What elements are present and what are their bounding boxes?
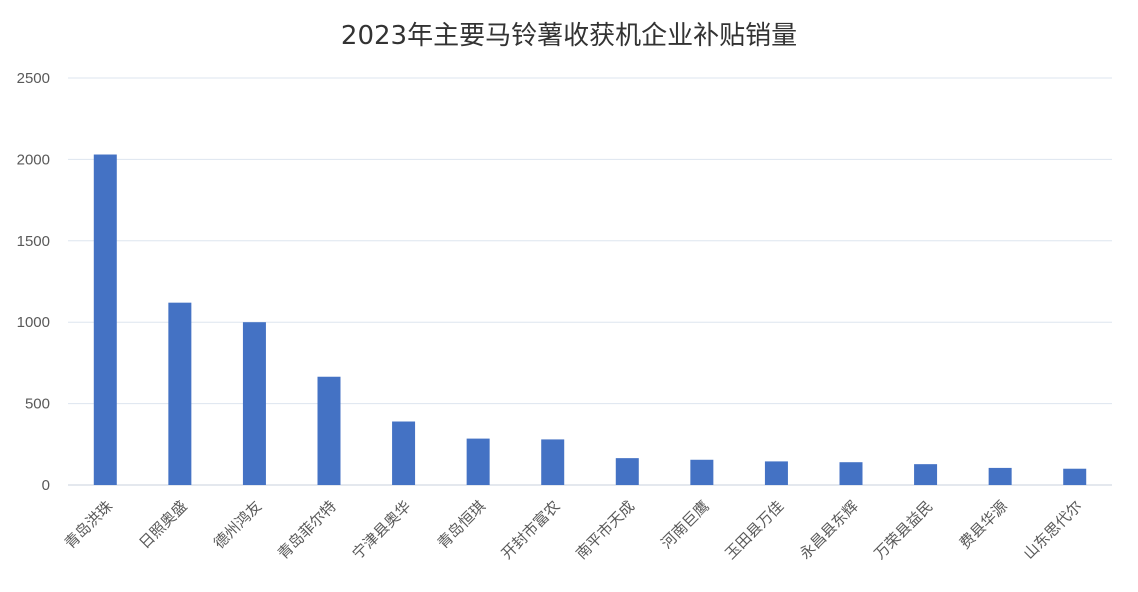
y-tick-label: 1000 bbox=[17, 314, 50, 331]
bar bbox=[317, 376, 341, 485]
y-tick-label: 2000 bbox=[17, 151, 50, 168]
x-tick-label: 玉田县万佳 bbox=[721, 497, 787, 563]
bar bbox=[541, 439, 565, 485]
y-tick-label: 500 bbox=[25, 396, 50, 413]
chart-title: 2023年主要马铃薯收获机企业补贴销量 bbox=[341, 21, 797, 51]
y-tick-label: 2500 bbox=[17, 70, 50, 87]
y-tick-label: 0 bbox=[42, 477, 50, 494]
bar bbox=[839, 462, 863, 485]
x-tick-label: 万荣县益民 bbox=[871, 497, 937, 563]
x-tick-label: 青岛洪珠 bbox=[61, 497, 116, 552]
x-tick-label: 开封市富农 bbox=[498, 497, 564, 563]
y-tick-label: 1500 bbox=[17, 233, 50, 250]
x-tick-label: 青岛菲尔特 bbox=[274, 497, 340, 563]
bar bbox=[690, 459, 714, 485]
x-axis-tick-labels: 青岛洪珠 日照奥盛 德州鸿友 青岛菲尔特 宁津县奥华 青岛恒琪 开封市富农 南平市天成 河南巨鹰… bbox=[61, 497, 1086, 563]
x-tick-label: 费县华源 bbox=[956, 497, 1011, 552]
bar bbox=[1063, 468, 1087, 485]
bar bbox=[914, 464, 938, 485]
y-axis-tick-labels: 0 500 1000 1500 2000 2500 bbox=[17, 70, 50, 494]
bars bbox=[93, 154, 1087, 486]
bar bbox=[93, 154, 117, 486]
x-tick-label: 宁津县奥华 bbox=[349, 497, 415, 563]
gridlines bbox=[68, 77, 1112, 486]
bar bbox=[615, 458, 639, 485]
bar bbox=[988, 467, 1012, 485]
bar bbox=[466, 438, 490, 485]
x-tick-label: 南平市天成 bbox=[572, 497, 638, 563]
bar bbox=[168, 302, 192, 485]
x-tick-label: 德州鸿友 bbox=[210, 497, 265, 552]
x-tick-label: 永昌县东辉 bbox=[796, 497, 862, 563]
bar bbox=[392, 421, 416, 485]
x-tick-label: 青岛恒琪 bbox=[434, 497, 489, 552]
bar bbox=[242, 322, 266, 485]
x-tick-label: 河南巨鹰 bbox=[658, 497, 713, 552]
bar bbox=[764, 461, 788, 485]
x-tick-label: 日照奥盛 bbox=[136, 497, 191, 552]
x-tick-label: 山东思代尔 bbox=[1020, 497, 1086, 563]
